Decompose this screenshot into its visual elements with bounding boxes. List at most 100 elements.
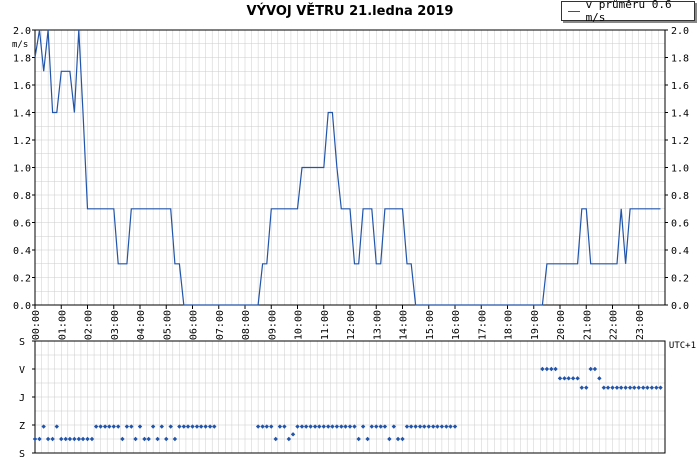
x-tick-label: 23:00: [635, 310, 646, 340]
direction-point: [120, 436, 125, 442]
direction-point: [41, 424, 46, 429]
direction-tick-label: S: [19, 449, 25, 460]
x-tick-label: 10:00: [294, 310, 305, 340]
y-tick-label-left: 1.8: [13, 54, 31, 65]
direction-point: [150, 424, 156, 429]
direction-point: [579, 385, 584, 390]
direction-point: [343, 424, 348, 429]
chart-title: VÝVOJ VĚTRU 21.ledna 2019: [246, 4, 454, 19]
y-tick-label-right: 0.2: [671, 274, 689, 285]
y-tick-label-left: 0.4: [13, 246, 31, 257]
direction-point: [408, 424, 414, 429]
direction-point: [54, 424, 59, 429]
direction-point: [190, 424, 195, 429]
direction-point: [636, 385, 641, 390]
direction-point: [584, 385, 589, 390]
y-tick-label-left: 1.2: [13, 136, 31, 147]
x-tick-label: 04:00: [136, 310, 147, 340]
direction-point: [85, 436, 90, 442]
direction-point: [299, 424, 305, 429]
y-tick-label-right: 0.8: [671, 191, 689, 202]
x-tick-label: 20:00: [556, 310, 567, 340]
y-tick-label-right: 1.2: [671, 136, 689, 147]
direction-point: [264, 424, 269, 429]
direction-point: [168, 424, 173, 429]
direction-point: [212, 424, 217, 429]
direction-point: [360, 424, 366, 429]
direction-point: [413, 424, 418, 429]
direction-point: [50, 436, 55, 442]
y-tick-label-left: 0.8: [13, 191, 31, 202]
direction-point: [356, 436, 361, 442]
direction-point: [654, 385, 659, 390]
direction-point: [312, 424, 318, 429]
direction-point: [448, 424, 453, 429]
direction-point: [339, 424, 344, 429]
legend-label: v průměru 0.6 m/s: [585, 0, 672, 24]
direction-point: [347, 424, 353, 429]
direction-point: [623, 385, 628, 390]
direction-point: [387, 436, 392, 442]
direction-point: [129, 424, 134, 429]
speed-y-axis-label: m/s: [12, 40, 28, 50]
direction-point: [566, 376, 571, 381]
direction-point: [400, 436, 405, 442]
direction-point: [260, 424, 265, 429]
direction-point: [649, 385, 655, 390]
direction-point: [98, 424, 103, 429]
direction-point: [378, 424, 383, 429]
x-tick-label: 16:00: [451, 310, 462, 340]
direction-point: [610, 385, 615, 390]
direction-point: [632, 385, 637, 390]
x-tick-label: 18:00: [504, 310, 515, 340]
direction-point: [439, 424, 445, 429]
direction-point: [435, 424, 440, 429]
direction-y-ticks: S V J Z S: [19, 337, 35, 460]
direction-point: [255, 424, 261, 429]
direction-point: [198, 424, 204, 429]
y-tick-label-left: 1.6: [13, 81, 31, 92]
y-tick-label-right: 1.0: [671, 164, 689, 175]
direction-grid: [34, 340, 666, 454]
direction-point: [177, 424, 182, 429]
direction-point: [575, 376, 580, 381]
direction-point: [32, 436, 38, 442]
direction-point: [269, 424, 274, 429]
y-tick-label-right: 1.4: [671, 109, 689, 120]
direction-point: [194, 424, 200, 429]
x-tick-label: 02:00: [84, 310, 95, 340]
direction-point: [142, 436, 147, 442]
y-tick-label-left: 2.0: [13, 26, 31, 37]
legend-line-icon: [568, 10, 580, 12]
y-tick-label-right: 0.4: [671, 246, 689, 257]
x-tick-label: 19:00: [530, 310, 541, 340]
direction-point: [391, 424, 397, 429]
direction-point: [286, 436, 292, 442]
x-tick-label: 17:00: [477, 310, 488, 340]
direction-point: [614, 385, 620, 390]
direction-point: [452, 424, 458, 429]
time-x-ticks: 00:00 01:00 02:00 03:00 04:00 05:00 06:00 07:00…: [31, 305, 646, 340]
direction-point: [330, 424, 335, 429]
x-tick-label: 21:00: [582, 310, 593, 340]
direction-point: [164, 436, 169, 442]
x-tick-label: 22:00: [609, 310, 620, 340]
direction-point: [159, 424, 164, 429]
y-tick-label-left: 0.6: [13, 219, 31, 230]
legend: v průměru 0.6 m/s: [561, 0, 695, 24]
direction-point: [592, 366, 598, 372]
direction-point: [155, 436, 160, 442]
direction-point: [395, 436, 401, 442]
y-tick-label-right: 2.0: [671, 26, 689, 37]
direction-point: [374, 424, 379, 429]
direction-point: [365, 436, 370, 442]
direction-point: [601, 385, 607, 390]
x-tick-label: 12:00: [346, 310, 357, 340]
direction-point: [369, 424, 374, 429]
direction-point: [645, 385, 650, 390]
direction-point: [107, 424, 112, 429]
direction-point: [326, 424, 331, 429]
direction-point: [540, 366, 545, 372]
direction-point: [93, 424, 99, 429]
